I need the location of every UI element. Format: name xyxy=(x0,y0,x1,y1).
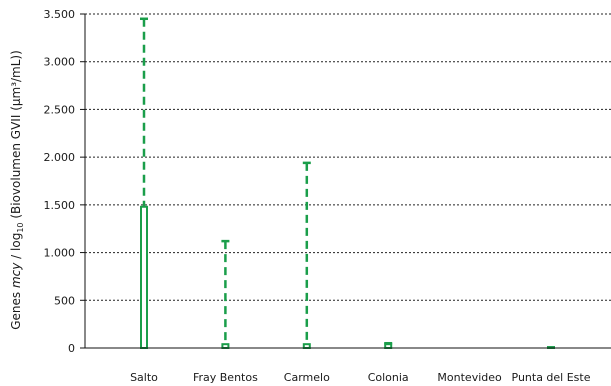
bar-2 xyxy=(302,343,311,350)
y-tick-label-1: 500 xyxy=(54,294,75,307)
y-tick-label-6: 3.000 xyxy=(44,56,76,69)
y-tick-label-2: 1.000 xyxy=(44,247,76,260)
y-tick-label-3: 1.500 xyxy=(44,199,76,212)
x-tick-label-3: Colonia xyxy=(368,371,409,384)
x-tick-label-4: Montevideo xyxy=(437,371,502,384)
y-axis-title: Genes mcy / log10 (Biovolumen GVII (µm³/… xyxy=(9,50,25,330)
x-tick-label-0: Salto xyxy=(130,371,158,384)
y-tick-labels: 0 500 1.000 1.500 2.000 2.500 3.000 3.500 xyxy=(44,8,76,355)
bar-1 xyxy=(221,343,230,350)
x-tick-label-2: Carmelo xyxy=(284,371,330,384)
x-tick-label-1: Fray Bentos xyxy=(193,371,258,384)
x-tick-label-5: Punta del Este xyxy=(512,371,591,384)
axes xyxy=(80,13,611,349)
y-tick-label-7: 3.500 xyxy=(44,8,76,21)
bar-3 xyxy=(384,343,393,350)
y-tick-label-0: 0 xyxy=(68,342,75,355)
gridlines xyxy=(85,13,611,301)
y-tick-label-5: 2.500 xyxy=(44,103,76,116)
bars xyxy=(140,205,555,350)
x-tick-labels: Salto Fray Bentos Carmelo Colonia Montevideo… xyxy=(130,371,591,384)
bar-0 xyxy=(140,205,148,349)
y-tick-label-4: 2.000 xyxy=(44,151,76,164)
error-bars xyxy=(140,17,393,345)
